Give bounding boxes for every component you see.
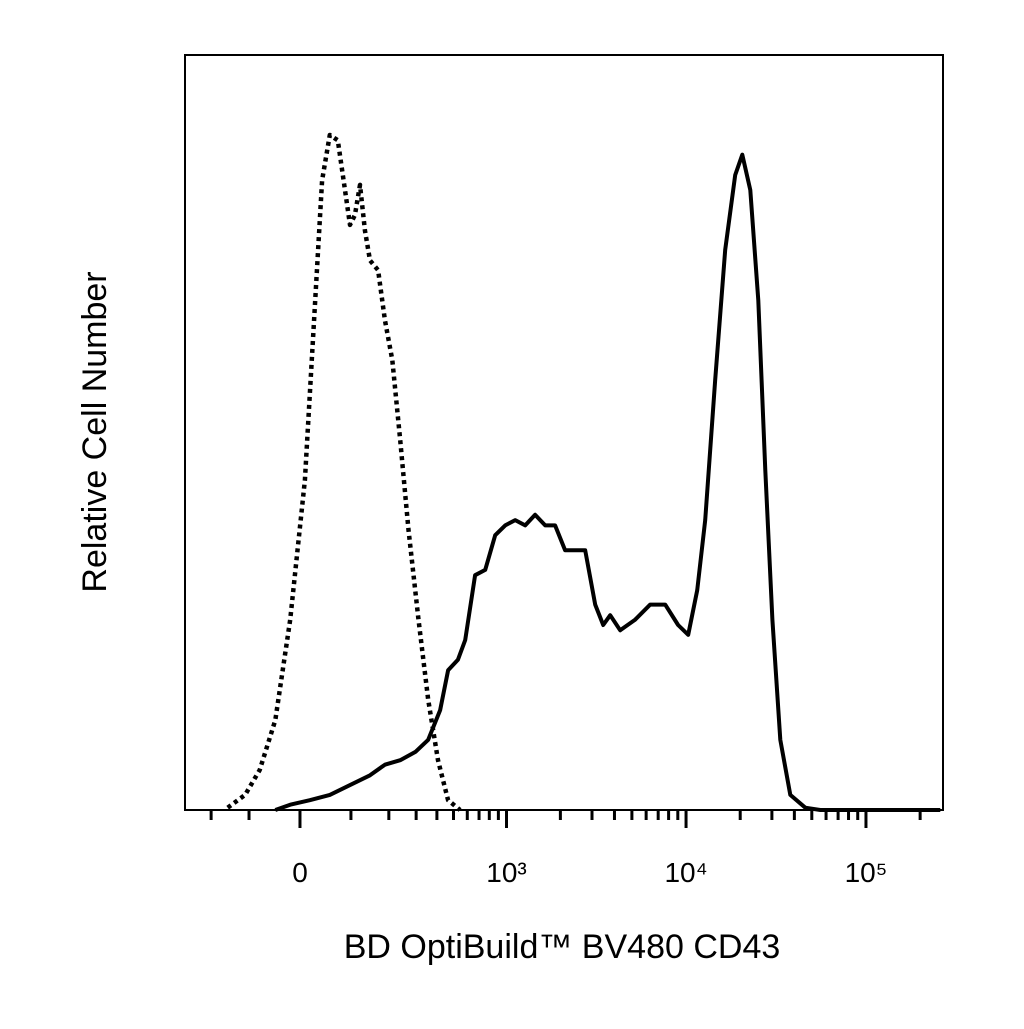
x-tick-label: 0: [292, 857, 308, 888]
x-tick-label: 10⁵: [845, 857, 888, 888]
histogram-line: [274, 152, 941, 812]
x-tick-label: 10³: [486, 857, 526, 888]
histogram-line: [226, 132, 462, 812]
y-axis-label: Relative Cell Number: [76, 271, 114, 592]
plot-frame: [184, 54, 944, 811]
x-tick-label: 10⁴: [664, 857, 707, 888]
x-axis-label: BD OptiBuild™ BV480 CD43: [344, 928, 781, 966]
